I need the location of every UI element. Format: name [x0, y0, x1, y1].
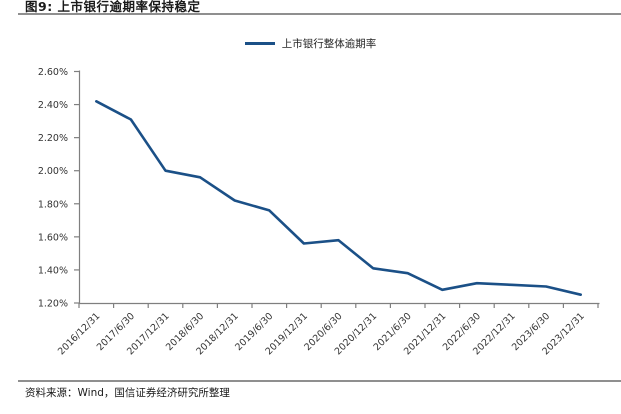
y-tick-label: 1.40% — [38, 265, 68, 276]
series-line — [95, 100, 583, 297]
chart-legend: 上市银行整体逾期率 — [0, 36, 621, 51]
y-tick-label: 2.60% — [38, 67, 68, 78]
x-tick-label: 2016/12/31 — [56, 311, 103, 358]
source-text: 资料来源：Wind，国信证券经济研究所整理 — [25, 387, 230, 399]
y-tick-label: 1.60% — [38, 232, 68, 243]
figure-title: 图9: 上市银行逾期率保持稳定 — [25, 0, 201, 14]
y-tick-label: 2.20% — [38, 133, 68, 144]
y-tick-label: 1.80% — [38, 199, 68, 210]
source-divider — [18, 380, 621, 382]
legend-label: 上市银行整体逾期率 — [281, 38, 377, 50]
y-tick-label: 2.00% — [38, 166, 68, 177]
legend-line-swatch — [244, 42, 275, 45]
y-tick-label: 1.20% — [38, 299, 68, 310]
y-tick-label: 2.40% — [38, 100, 68, 111]
title-divider — [18, 13, 621, 15]
